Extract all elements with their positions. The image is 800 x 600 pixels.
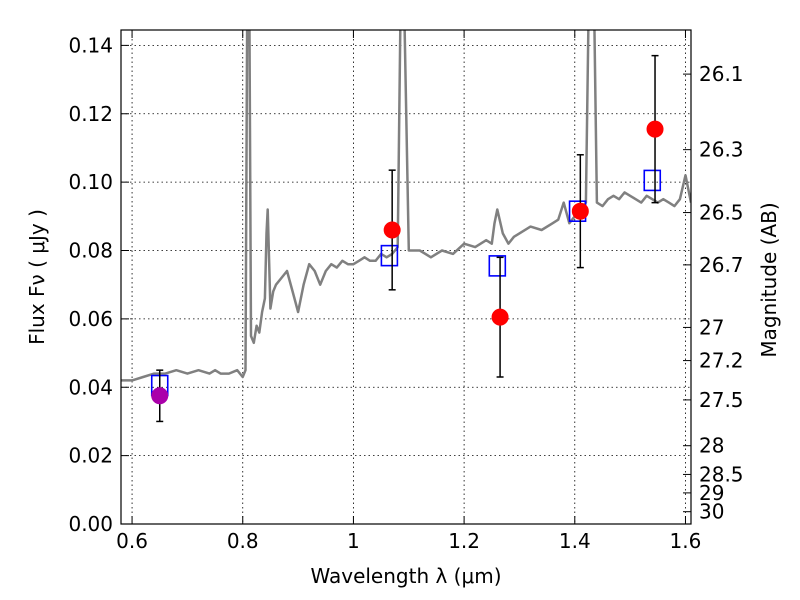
spectrum-line	[121, 30, 691, 382]
observed-point	[383, 221, 401, 239]
y-axis-right-label: Magnitude (AB)	[757, 202, 781, 357]
y-tick-label: 0.14	[68, 33, 113, 57]
x-tick-label: 0.6	[116, 529, 148, 553]
x-tick-label: 1.6	[670, 529, 702, 553]
markers	[150, 54, 664, 423]
x-axis-label: Wavelength λ (μm)	[310, 564, 501, 588]
observed-point	[491, 308, 509, 326]
y-tick-label: 0.10	[68, 170, 113, 194]
y-right-tick-label: 27.2	[699, 349, 744, 373]
observed-point	[646, 120, 664, 138]
x-tick-label: 1	[347, 529, 360, 553]
observed-point	[571, 202, 589, 220]
y-right-tick-label: 27.5	[699, 388, 744, 412]
y-tick-label: 0.02	[68, 444, 113, 468]
y-right-tick-label: 27	[699, 315, 724, 339]
ticks: 0.6 0.8 1 1.2 1.4 1.6 0.00 0.02 0.04 0.06 0.08 0.10…	[68, 30, 744, 553]
y-tick-label: 0.06	[68, 307, 113, 331]
plot-area	[121, 30, 691, 382]
model-photometry-point	[643, 169, 662, 192]
x-tick-label: 1.4	[559, 529, 591, 553]
y-right-tick-label: 26.3	[699, 138, 744, 162]
x-tick-label: 1.2	[448, 529, 480, 553]
y-right-tick-label: 26.7	[699, 253, 744, 277]
model-photometry-point	[488, 255, 507, 277]
y-right-tick-label: 28.5	[699, 462, 744, 486]
y-tick-label: 0.04	[68, 375, 113, 399]
plot-frame	[120, 29, 692, 525]
y-right-tick-label: 26.5	[699, 201, 744, 225]
y-right-tick-label: 26.1	[699, 62, 744, 86]
y-tick-label: 0.12	[68, 102, 113, 126]
y-tick-label: 0.08	[68, 239, 113, 263]
y-right-tick-label: 28	[699, 434, 724, 458]
observed-point	[151, 387, 169, 405]
y-right-tick-label: 30	[699, 500, 724, 524]
x-tick-label: 0.8	[227, 529, 259, 553]
y-right-tick-label: 29	[699, 481, 724, 505]
y-axis-label: Flux Fν ( μJy )	[25, 209, 49, 345]
model-photometry-point	[380, 244, 399, 267]
y-tick-label: 0.00	[68, 512, 113, 536]
